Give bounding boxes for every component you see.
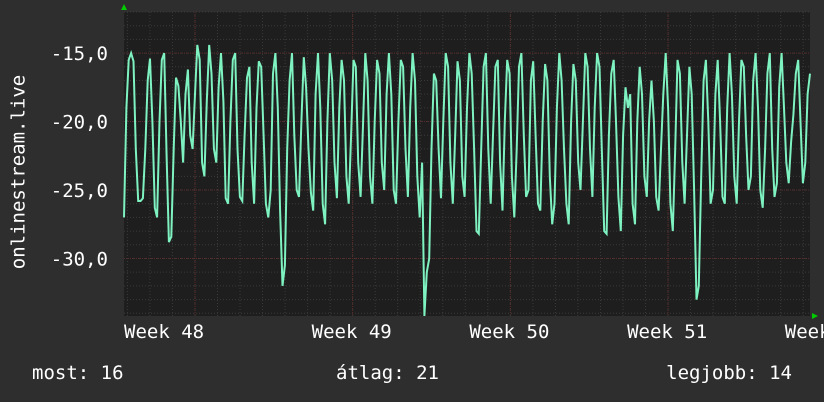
series-line	[123, 44, 811, 317]
best-value-stat: legjobb: 14	[666, 362, 792, 384]
average-value-stat: átlag: 21	[336, 362, 439, 384]
x-axis-ticks: Week 48 Week 49 Week 50 Week 51 Week 5	[124, 321, 824, 343]
y-axis-ticks: -15,0 -20,0 -25,0 -30,0	[51, 43, 108, 270]
x-tick-label: Week 51	[627, 321, 707, 343]
line-chart: -15,0-20,0-25,0-30,0 Week 48 Week 49 Week …	[8, 4, 824, 343]
x-tick-label: Week 5	[785, 321, 824, 343]
y-tick-label: -20,0	[51, 112, 108, 134]
x-axis-arrow	[812, 313, 818, 319]
plot-area	[124, 12, 810, 316]
x-tick-label: Week 48	[124, 321, 204, 343]
x-tick-label: Week 49	[312, 321, 392, 343]
y-axis-label: onlinestream.live	[8, 75, 30, 269]
y-tick-label: -15,0	[51, 43, 108, 65]
y-tick-label: -30,0	[51, 248, 108, 270]
x-tick-label: Week 50	[469, 321, 549, 343]
current-value-stat: most: 16	[32, 362, 124, 384]
y-tick-label: -25,0	[51, 180, 108, 202]
y-axis-arrow	[121, 4, 127, 10]
